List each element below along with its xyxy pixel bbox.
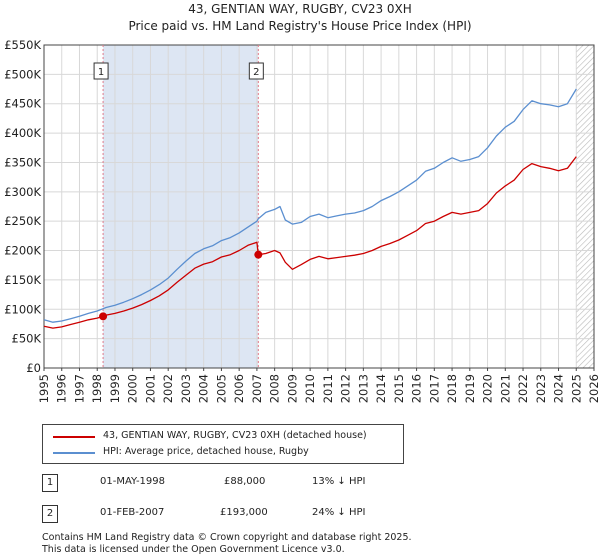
x-tick-label: 2017	[427, 374, 441, 403]
sale-number-box	[248, 62, 264, 80]
legend-swatch-property	[53, 436, 95, 438]
x-tick-label: 2015	[392, 374, 406, 403]
x-tick-label: 2012	[339, 374, 353, 403]
x-tick-label: 2016	[410, 374, 424, 403]
footer-copyright: Contains HM Land Registry data © Crown c…	[42, 532, 412, 543]
x-tick-label: 2024	[552, 374, 566, 403]
x-tick-label: 2026	[587, 374, 600, 403]
y-tick-label: £450K	[4, 97, 41, 111]
transaction-hpi-diff: 24% ↓ HPI	[312, 507, 366, 518]
footer-licence: This data is licensed under the Open Gov…	[42, 544, 345, 555]
x-tick-label: 2013	[356, 374, 370, 403]
chart-legend: 43, GENTIAN WAY, RUGBY, CV23 0XH (detach…	[42, 424, 404, 464]
x-tick-label: 2023	[534, 374, 548, 403]
x-tick-label: 2006	[232, 374, 246, 403]
y-tick-label: £250K	[4, 214, 41, 228]
price-chart: £0 £50K £100K £150K £200K £250K £300K £350K £400…	[4, 38, 600, 403]
y-tick-label: £550K	[4, 38, 41, 52]
x-tick-label: 2025	[569, 374, 583, 403]
x-tick-label: 2020	[481, 374, 495, 403]
x-tick-label: 2001	[143, 374, 157, 403]
property-line	[43, 156, 577, 329]
legend-label-property: 43, GENTIAN WAY, RUGBY, CV23 0XH (detach…	[103, 430, 367, 441]
x-tick-label: 2014	[374, 374, 388, 403]
x-tick-label: 2002	[161, 374, 175, 403]
hpi-line	[43, 88, 577, 323]
y-tick-label: £0	[26, 361, 41, 375]
x-tick-label: 1999	[108, 374, 122, 403]
legend-swatch-hpi	[53, 452, 95, 454]
x-tick-label: 2011	[321, 374, 335, 403]
forecast-hatch	[576, 45, 594, 368]
x-tick-label: 2004	[197, 374, 211, 403]
sale-number-label: 2	[253, 67, 259, 78]
legend-label-hpi: HPI: Average price, detached house, Rugb…	[103, 446, 309, 457]
transaction-price: £193,000	[220, 507, 268, 518]
ownership-shading	[103, 45, 259, 368]
chart-subtitle: Price paid vs. HM Land Registry's House …	[128, 19, 472, 33]
x-tick-label: 2003	[179, 374, 193, 403]
x-tick-label: 2007	[250, 374, 264, 403]
x-tick-label: 2005	[214, 374, 228, 403]
sale-number-label: 1	[98, 67, 104, 78]
sale-point	[99, 312, 108, 321]
transaction-date: 01-FEB-2007	[100, 507, 165, 518]
y-tick-label: £200K	[4, 244, 41, 258]
x-tick-label: 2008	[268, 374, 282, 403]
x-tick-label: 1997	[72, 374, 86, 403]
x-tick-label: 2000	[126, 374, 140, 403]
transaction-price: £88,000	[224, 476, 266, 487]
transaction-number: 1	[42, 474, 58, 492]
y-tick-label: £50K	[12, 332, 42, 346]
x-tick-label: 2021	[498, 374, 512, 403]
y-tick-label: £100K	[4, 302, 41, 316]
plot-frame	[43, 44, 595, 369]
y-tick-label: £500K	[4, 67, 41, 81]
x-tick-label: 2019	[463, 374, 477, 403]
sale-point	[254, 250, 263, 259]
y-tick-label: £300K	[4, 185, 41, 199]
x-tick-label: 2009	[285, 374, 299, 403]
x-tick-label: 2010	[303, 374, 317, 403]
x-tick-label: 1998	[90, 374, 104, 403]
transaction-date: 01-MAY-1998	[100, 476, 166, 487]
transaction-number: 2	[42, 505, 58, 523]
y-tick-label: £350K	[4, 155, 41, 169]
x-tick-label: 1995	[37, 374, 51, 403]
x-tick-label: 2018	[445, 374, 459, 403]
chart-title: 43, GENTIAN WAY, RUGBY, CV23 0XH	[188, 2, 412, 16]
sale-number-box	[93, 62, 109, 80]
y-tick-label: £400K	[4, 126, 41, 140]
transaction-hpi-diff: 13% ↓ HPI	[312, 476, 366, 487]
y-tick-label: £150K	[4, 273, 41, 287]
x-tick-label: 1996	[55, 374, 69, 403]
x-tick-label: 2022	[516, 374, 530, 403]
